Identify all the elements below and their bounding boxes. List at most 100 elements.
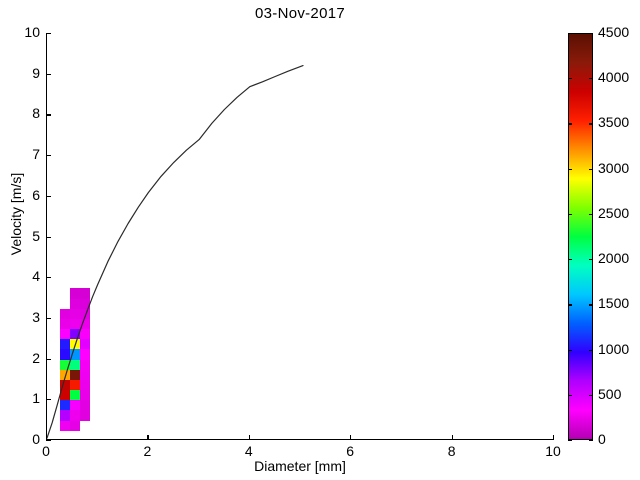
colorbar-gradient	[569, 34, 592, 439]
y-axis-tick-label: 8	[32, 105, 40, 122]
colorbar-tick	[568, 440, 572, 442]
histogram-cell	[69, 298, 80, 309]
y-axis-tick	[46, 358, 51, 360]
y-axis-tick-label: 0	[32, 431, 40, 447]
colorbar-tick	[568, 123, 572, 125]
y-axis-tick-label: 10	[24, 24, 40, 40]
colorbar-tick-label: 4500	[598, 24, 630, 40]
colorbar-tick-label: 3500	[598, 114, 630, 131]
histogram-cell	[59, 379, 70, 391]
histogram-cell	[79, 318, 91, 330]
x-axis-tick-label: 2	[143, 443, 152, 459]
histogram-cell	[59, 400, 70, 411]
histogram-cell	[79, 308, 91, 319]
y-axis-tick-label: 2	[32, 349, 40, 366]
x-axis-label: Diameter [mm]	[254, 458, 346, 474]
x-axis-tick	[553, 435, 555, 440]
y-axis-tick	[46, 155, 51, 157]
colorbar-tick	[568, 78, 572, 80]
histogram-cell	[59, 369, 70, 380]
x-axis-tick	[147, 435, 149, 440]
x-axis-tick-label: 6	[346, 443, 355, 459]
histogram-cell	[79, 410, 91, 421]
y-axis-tick-label: 9	[32, 64, 40, 81]
y-axis-tick	[46, 33, 51, 35]
y-axis-tick-label: 5	[32, 227, 40, 244]
y-axis-tick	[46, 440, 51, 442]
histogram-cell	[69, 329, 80, 340]
colorbar-tick	[589, 78, 593, 80]
histogram-cell	[59, 390, 70, 401]
colorbar-tick	[568, 259, 572, 261]
x-axis-tick	[46, 435, 48, 440]
histogram-cell	[79, 329, 91, 340]
chart-title: 03-Nov-2017	[254, 5, 346, 22]
x-axis-tick	[350, 435, 352, 440]
x-axis-tick-label: 0	[42, 443, 50, 459]
histogram-cell	[69, 410, 80, 421]
colorbar-tick-label: 3000	[598, 159, 630, 176]
colorbar-tick	[589, 440, 593, 442]
colorbar-tick	[589, 33, 593, 35]
x-axis-tick	[248, 435, 250, 440]
colorbar-tick	[589, 304, 593, 306]
x-axis-tick-label: 8	[447, 443, 456, 459]
colorbar-tick	[589, 213, 593, 216]
histogram-cell	[69, 400, 80, 411]
x-axis-tick	[451, 435, 453, 440]
histogram-cell	[69, 369, 80, 380]
histogram-cell	[79, 339, 91, 350]
histogram-cell	[79, 379, 91, 391]
colorbar-tick	[589, 394, 593, 396]
colorbar-tick	[589, 349, 593, 351]
y-axis-tick	[46, 277, 51, 279]
y-axis-tick-label: 3	[32, 308, 40, 325]
colorbar-tick	[568, 33, 572, 35]
colorbar-tick	[568, 304, 572, 306]
x-axis-tick-label: 4	[244, 443, 253, 459]
velocity-curve	[47, 64, 304, 439]
histogram-cell	[79, 288, 91, 299]
colorbar-tick-label: 0	[598, 431, 606, 447]
colorbar-tick-label: 4000	[598, 69, 630, 86]
histogram-cell	[79, 349, 91, 360]
colorbar-tick	[568, 349, 572, 351]
colorbar-tick-label: 500	[598, 385, 622, 402]
histogram-cell	[69, 420, 80, 431]
histogram-cell	[69, 318, 80, 330]
y-axis-tick-label: 7	[32, 146, 40, 163]
histogram-cell	[59, 339, 70, 350]
histogram-cell	[59, 420, 70, 431]
histogram-cell	[79, 369, 91, 380]
colorbar-tick	[568, 213, 572, 216]
histogram-cell	[59, 329, 70, 340]
colorbar	[568, 33, 593, 440]
colorbar-tick	[589, 259, 593, 261]
y-axis-tick-label: 4	[32, 268, 40, 285]
histogram-cell	[59, 318, 70, 330]
x-axis-tick-label: 10	[545, 443, 561, 459]
y-axis-tick	[46, 399, 51, 401]
histogram-cell	[79, 359, 91, 370]
histogram-cell	[79, 390, 91, 401]
colorbar-tick-label: 1500	[598, 295, 630, 312]
y-axis-tick	[46, 236, 51, 238]
y-axis-tick	[46, 317, 51, 320]
histogram-cell	[59, 308, 70, 319]
histogram-cell	[59, 410, 70, 421]
y-axis-tick	[46, 114, 51, 116]
colorbar-tick	[589, 168, 593, 170]
colorbar-tick	[568, 394, 572, 396]
y-axis-label: Velocity [m/s]	[8, 172, 24, 256]
histogram-cell	[69, 349, 80, 360]
y-axis-tick	[46, 73, 51, 75]
histogram-cell	[59, 359, 70, 370]
plot-area	[46, 33, 553, 440]
y-axis-tick-label: 1	[32, 390, 40, 407]
y-axis-tick-label: 6	[32, 186, 40, 203]
histogram-cell	[69, 379, 80, 391]
y-axis-tick	[46, 195, 51, 197]
colorbar-tick-label: 2000	[598, 250, 630, 267]
colorbar-tick-label: 2500	[598, 204, 630, 221]
